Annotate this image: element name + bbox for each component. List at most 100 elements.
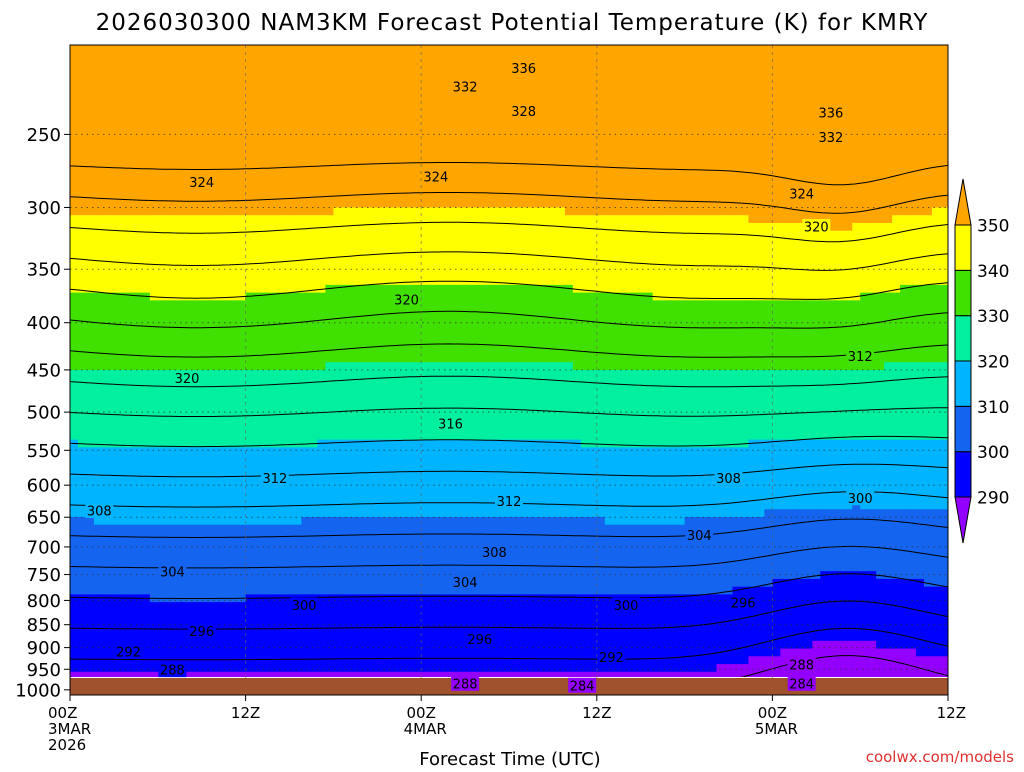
field-cell xyxy=(604,106,614,116)
field-cell xyxy=(373,261,382,271)
field-cell xyxy=(173,83,183,93)
field-cell xyxy=(133,331,143,340)
field-cell xyxy=(676,300,686,309)
field-cell xyxy=(437,52,446,62)
field-cell xyxy=(493,176,502,185)
field-cell xyxy=(756,99,766,108)
field-cell xyxy=(596,315,606,325)
field-cell xyxy=(756,145,766,154)
field-cell xyxy=(309,393,319,402)
field-cell xyxy=(213,253,223,263)
field-cell xyxy=(70,284,79,294)
field-cell xyxy=(780,331,789,340)
field-cell xyxy=(700,192,710,201)
field-cell xyxy=(676,199,686,209)
field-cell xyxy=(149,385,159,394)
field-cell xyxy=(461,161,470,170)
field-cell xyxy=(205,130,215,139)
field-cell xyxy=(604,253,614,263)
field-cell xyxy=(724,99,734,108)
field-cell xyxy=(477,253,486,263)
field-cell xyxy=(301,362,311,371)
field-cell xyxy=(413,354,422,363)
field-cell xyxy=(628,230,638,240)
field-cell xyxy=(445,284,454,294)
field-cell xyxy=(852,230,861,240)
field-cell xyxy=(724,315,734,325)
field-cell xyxy=(516,323,526,332)
field-cell xyxy=(604,137,614,147)
field-cell xyxy=(293,339,303,348)
field-cell xyxy=(684,339,694,348)
field-cell xyxy=(509,215,518,224)
field-cell xyxy=(269,308,279,317)
field-cell xyxy=(916,292,925,301)
field-cell xyxy=(932,238,941,247)
field-cell xyxy=(461,261,470,271)
field-cell xyxy=(509,261,518,271)
field-cell xyxy=(676,253,686,263)
field-cell xyxy=(908,377,917,387)
field-cell xyxy=(628,137,638,147)
field-cell xyxy=(564,300,574,309)
field-cell xyxy=(884,153,893,162)
field-cell xyxy=(644,52,654,62)
field-cell xyxy=(389,393,398,402)
field-cell xyxy=(117,130,127,139)
field-cell xyxy=(133,277,143,286)
field-cell xyxy=(556,308,566,317)
field-cell xyxy=(604,184,614,193)
field-cell xyxy=(405,370,414,379)
field-cell xyxy=(165,99,175,108)
field-cell xyxy=(596,331,606,340)
field-cell xyxy=(293,130,303,139)
field-cell xyxy=(453,246,462,255)
field-cell xyxy=(588,339,598,348)
field-cell xyxy=(453,331,462,340)
field-cell xyxy=(660,385,670,394)
field-cell xyxy=(221,354,231,363)
field-cell xyxy=(668,261,678,271)
field-cell xyxy=(668,153,678,162)
field-cell xyxy=(796,161,805,170)
field-cell xyxy=(580,168,590,178)
field-cell xyxy=(692,308,702,317)
field-cell xyxy=(548,385,558,394)
field-cell xyxy=(660,168,670,178)
field-cell xyxy=(924,308,933,317)
field-cell xyxy=(293,207,303,216)
field-cell xyxy=(397,385,406,394)
field-cell xyxy=(580,137,590,147)
field-cell xyxy=(516,52,526,62)
field-cell xyxy=(908,284,917,294)
field-cell xyxy=(668,292,678,301)
field-cell xyxy=(612,122,622,131)
field-cell xyxy=(365,52,374,62)
field-cell xyxy=(373,339,382,348)
field-cell xyxy=(349,130,358,139)
field-cell xyxy=(245,99,255,108)
field-cell xyxy=(301,246,311,255)
field-cell xyxy=(293,106,303,116)
field-cell xyxy=(676,315,686,325)
field-cell xyxy=(125,253,135,263)
field-cell xyxy=(485,176,494,185)
field-cell xyxy=(285,52,295,62)
field-cell xyxy=(772,99,781,108)
field-cell xyxy=(716,230,726,240)
field-cell xyxy=(580,52,590,62)
field-cell xyxy=(437,122,446,131)
field-cell xyxy=(684,300,694,309)
field-cell xyxy=(413,68,422,77)
field-cell xyxy=(229,238,239,247)
field-cell xyxy=(501,339,510,348)
field-cell xyxy=(844,176,853,185)
field-cell xyxy=(205,277,215,286)
field-cell xyxy=(70,277,79,286)
field-cell xyxy=(93,300,103,309)
field-cell xyxy=(564,130,574,139)
field-cell xyxy=(421,269,430,278)
field-cell xyxy=(149,346,159,356)
field-cell xyxy=(405,52,414,62)
field-cell xyxy=(556,284,566,294)
